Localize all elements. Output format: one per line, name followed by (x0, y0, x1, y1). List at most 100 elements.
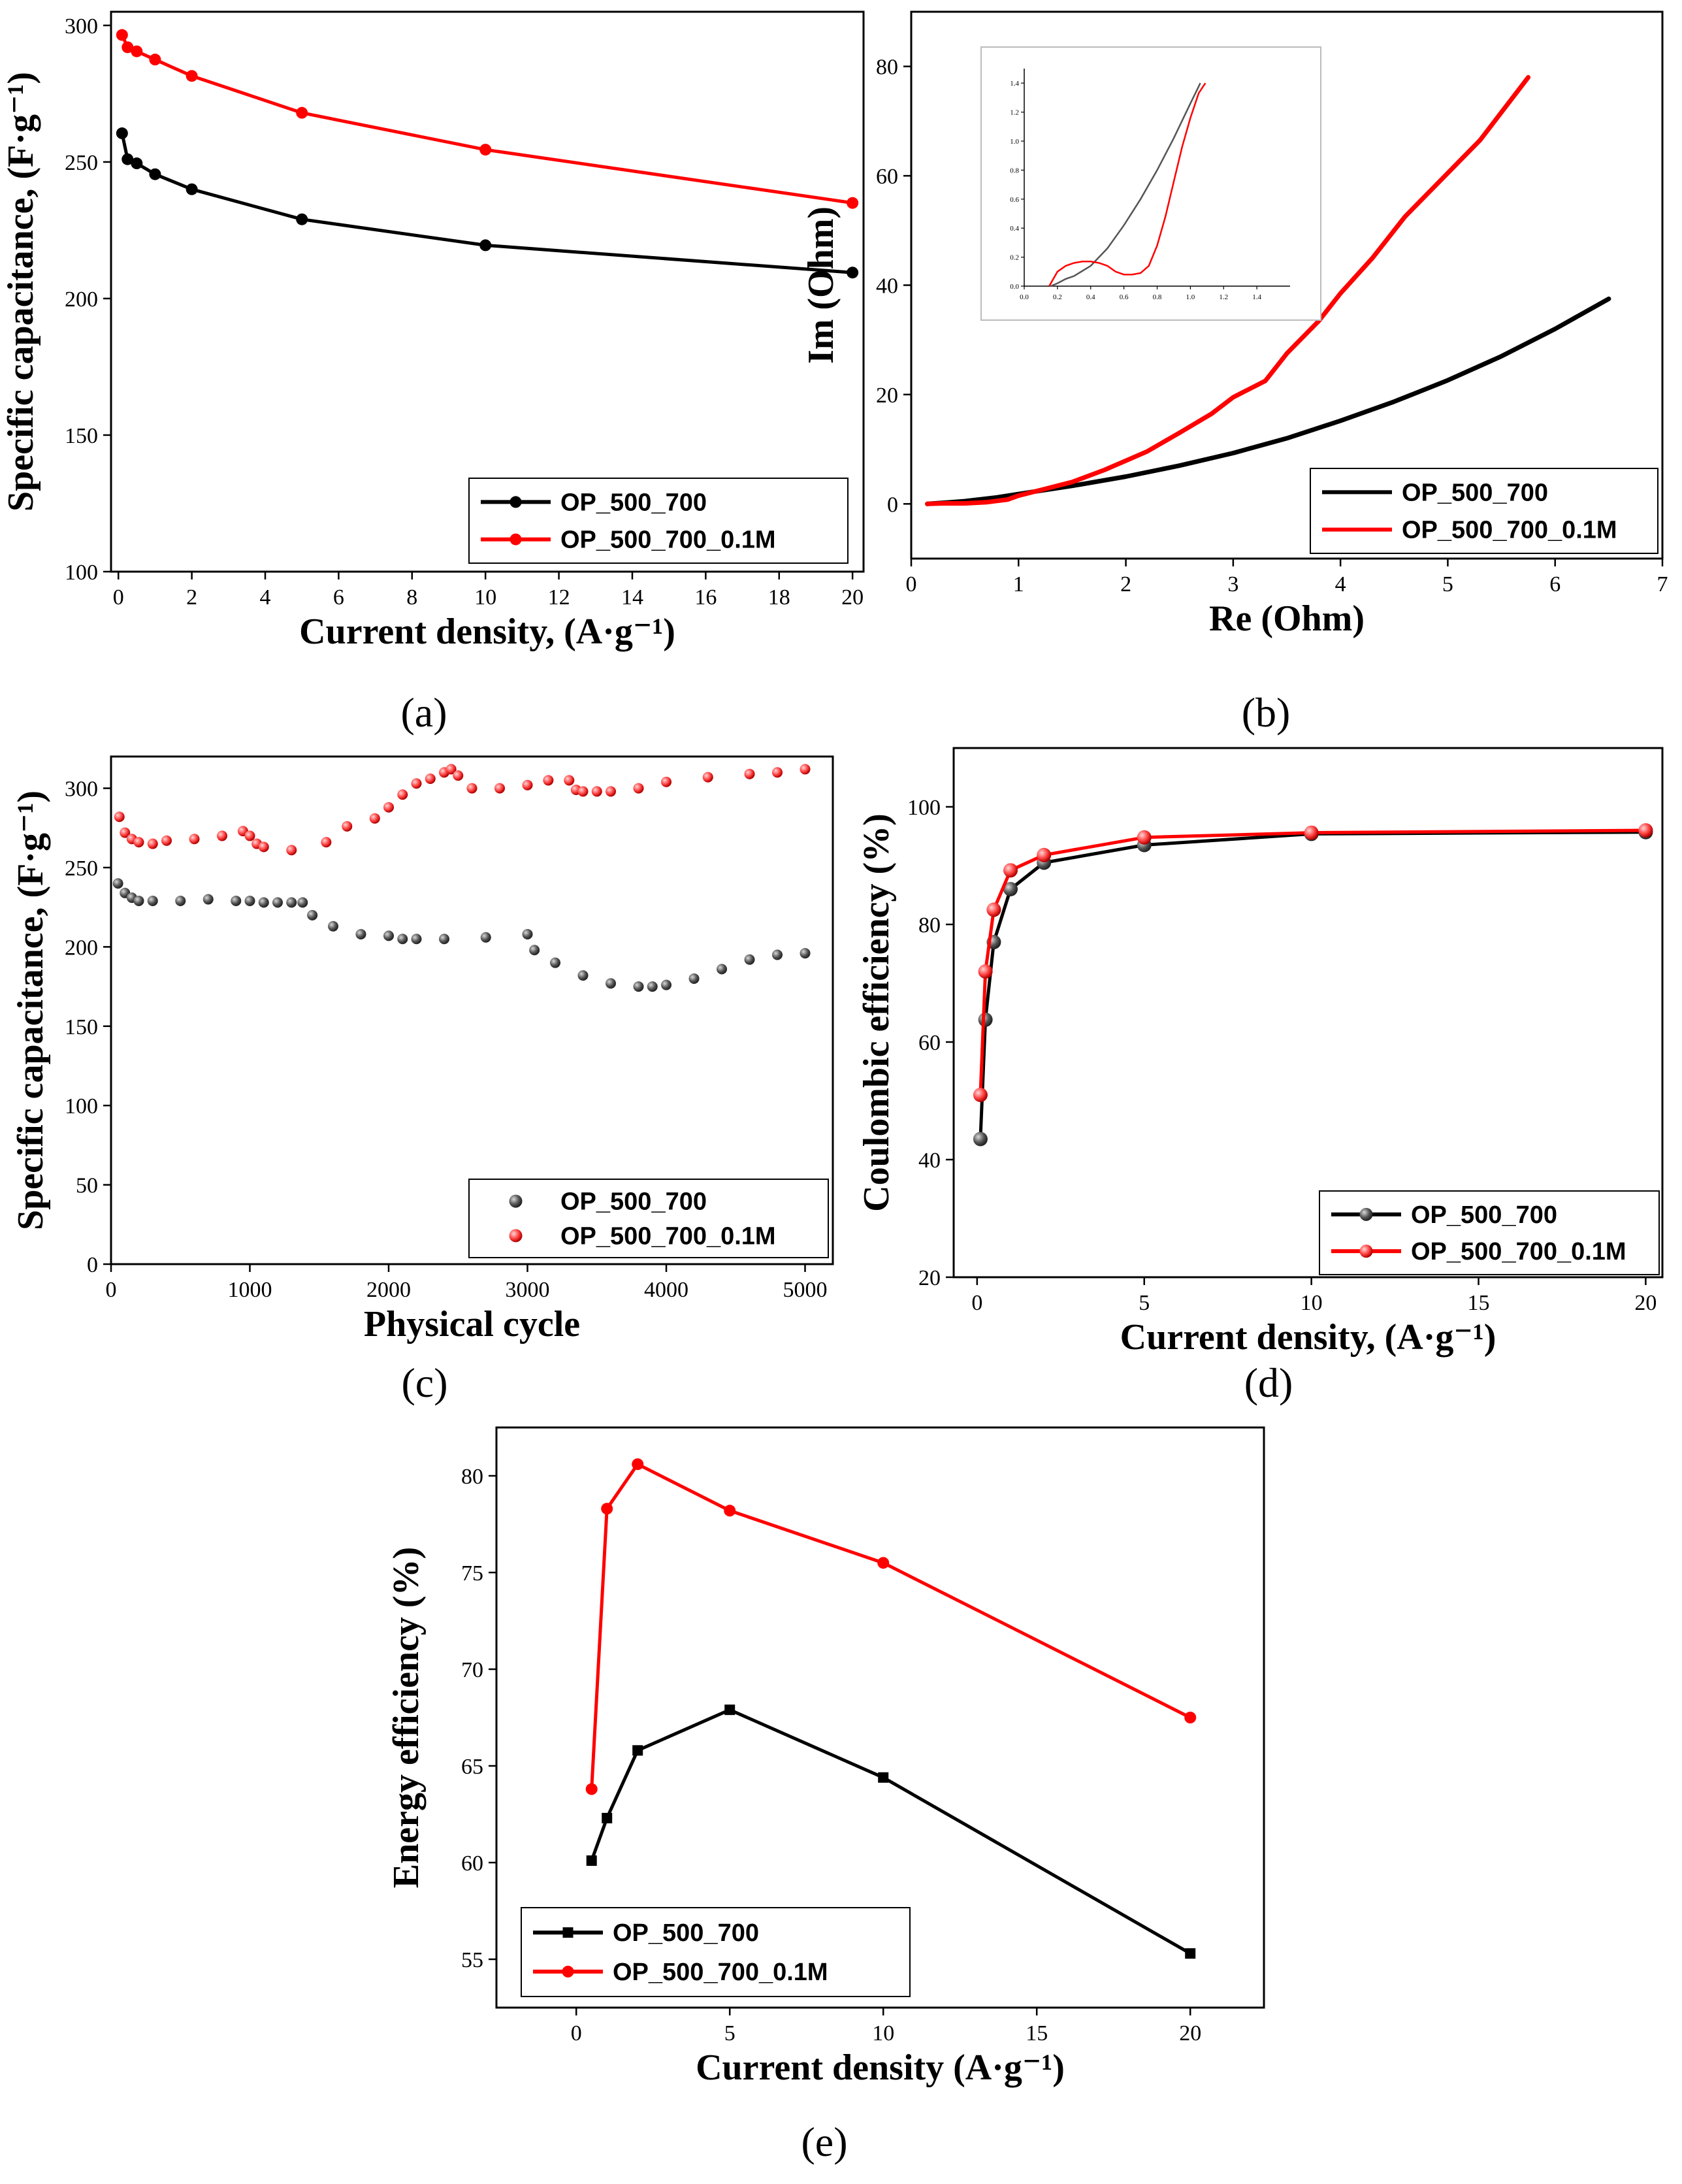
legend-label: OP_500_700 (560, 489, 707, 516)
data-point (439, 934, 449, 945)
panel-caption: (b) (1242, 689, 1291, 736)
x-tick-label: 14 (621, 585, 643, 610)
y-tick-label: 100 (907, 796, 941, 820)
data-point (121, 153, 134, 165)
legend-label: OP_500_700 (1411, 1201, 1557, 1229)
data-point (131, 45, 143, 57)
x-tick-label: 5 (1139, 1291, 1150, 1315)
data-point (258, 841, 269, 853)
data-point (296, 106, 308, 119)
inset-x-tick-label: 1.2 (1219, 293, 1228, 301)
legend-box (1319, 1190, 1660, 1275)
data-point (131, 157, 143, 170)
legend-box (468, 1179, 829, 1258)
x-tick-label: 4 (1335, 572, 1346, 596)
data-point (453, 770, 464, 781)
data-point (133, 837, 144, 848)
legend-label: OP_500_700_0.1M (1411, 1238, 1626, 1265)
data-point (877, 1557, 890, 1569)
legend-marker (562, 1965, 574, 1978)
x-tick-label: 2 (186, 585, 197, 610)
y-tick-label: 100 (65, 561, 98, 585)
inset-y-tick-label: 1.0 (1010, 138, 1019, 146)
data-point (120, 827, 131, 838)
x-axis-label: Current density (A·g⁻¹) (696, 2047, 1065, 2088)
data-point (466, 783, 477, 794)
data-point (632, 1745, 643, 1756)
series-line (925, 74, 1531, 506)
x-tick-label: 0 (106, 1278, 117, 1302)
data-point (383, 930, 394, 941)
x-tick-label: 1 (1013, 572, 1024, 596)
data-point (1184, 1712, 1197, 1723)
x-tick-label: 4000 (644, 1278, 688, 1302)
y-tick-label: 250 (65, 856, 98, 881)
x-tick-label: 20 (1179, 2021, 1201, 2045)
x-tick-label: 0 (971, 1291, 982, 1315)
plot-frame (952, 747, 1664, 1279)
inset-x-tick-label: 1.4 (1252, 293, 1261, 301)
legend-marker (1359, 1245, 1373, 1258)
y-tick-label: 20 (918, 1266, 941, 1290)
y-tick-label: 300 (65, 14, 98, 39)
data-point (175, 895, 186, 906)
data-point (397, 934, 408, 945)
x-tick-label: 0 (906, 572, 917, 596)
legend-marker (509, 1229, 523, 1243)
series-line (925, 296, 1611, 506)
x-tick-label: 8 (406, 585, 417, 610)
series-op-500-700-0-1m (585, 1458, 1197, 1795)
plot-frame (495, 1426, 1265, 2009)
y-tick-label: 300 (65, 777, 98, 802)
legend: OP_500_700 OP_500_700_0.1M (1310, 468, 1658, 554)
data-point (411, 778, 422, 789)
inset-y-tick-label: 1.2 (1010, 109, 1019, 117)
panel-c: 0 1000 2000 3000 4000 5000 0 50 100 150 200 250 300 P… (10, 755, 834, 1406)
panel-e: 0 5 10 15 20 55 60 65 70 75 80 Current density (A·g… (386, 1426, 1265, 2165)
data-point (342, 821, 353, 832)
data-point (202, 894, 214, 905)
y-tick-label: 150 (65, 1015, 98, 1039)
y-axis-label: Specific capacitance, (F·g⁻¹) (1, 72, 41, 512)
data-point (297, 897, 308, 908)
data-point (244, 830, 255, 841)
legend-label: OP_500_700 (1402, 479, 1548, 506)
panel-d: 0 5 10 15 20 20 40 60 80 100 Current density, (A·g… (856, 747, 1664, 1406)
data-point (286, 897, 297, 908)
data-point (633, 981, 644, 992)
legend-marker (1359, 1207, 1373, 1221)
y-tick-label: 0 (87, 1253, 98, 1277)
data-point (411, 934, 422, 945)
data-point (244, 895, 255, 906)
y-axis-label: Specific capacitance, (F·g⁻¹) (10, 790, 51, 1230)
data-point (661, 776, 671, 787)
legend-marker (509, 533, 522, 546)
series-op-500-700 (586, 1704, 1196, 1959)
y-tick-label: 100 (65, 1094, 98, 1118)
data-point (272, 897, 283, 908)
x-tick-label: 12 (548, 585, 570, 610)
x-tick-label: 20 (841, 585, 864, 610)
inset-y-tick-label: 0.6 (1010, 196, 1019, 204)
data-point (383, 802, 394, 813)
panel-caption: (e) (801, 2119, 847, 2165)
data-point (633, 783, 644, 794)
x-tick-label: 20 (1634, 1291, 1657, 1315)
x-tick-label: 16 (694, 585, 717, 610)
x-tick-label: 6 (333, 585, 344, 610)
data-point (112, 878, 123, 889)
data-point (744, 768, 755, 779)
data-point (577, 786, 589, 797)
x-tick-label: 10 (872, 2021, 894, 2045)
legend: OP_500_700 OP_500_700_0.1M (521, 1907, 911, 1997)
x-axis-label: Physical cycle (364, 1304, 580, 1345)
inset-x-tick-label: 1.0 (1186, 293, 1195, 301)
data-point (522, 928, 533, 939)
data-point (186, 183, 198, 195)
data-point (296, 213, 308, 225)
data-point (479, 144, 492, 156)
plot-frame (110, 755, 834, 1265)
inset-plot: 0.0 0.2 0.4 0.6 0.8 1.0 1.2 1.4 0.0 0.2 0.4 0.6 0.8 1… (980, 46, 1321, 321)
